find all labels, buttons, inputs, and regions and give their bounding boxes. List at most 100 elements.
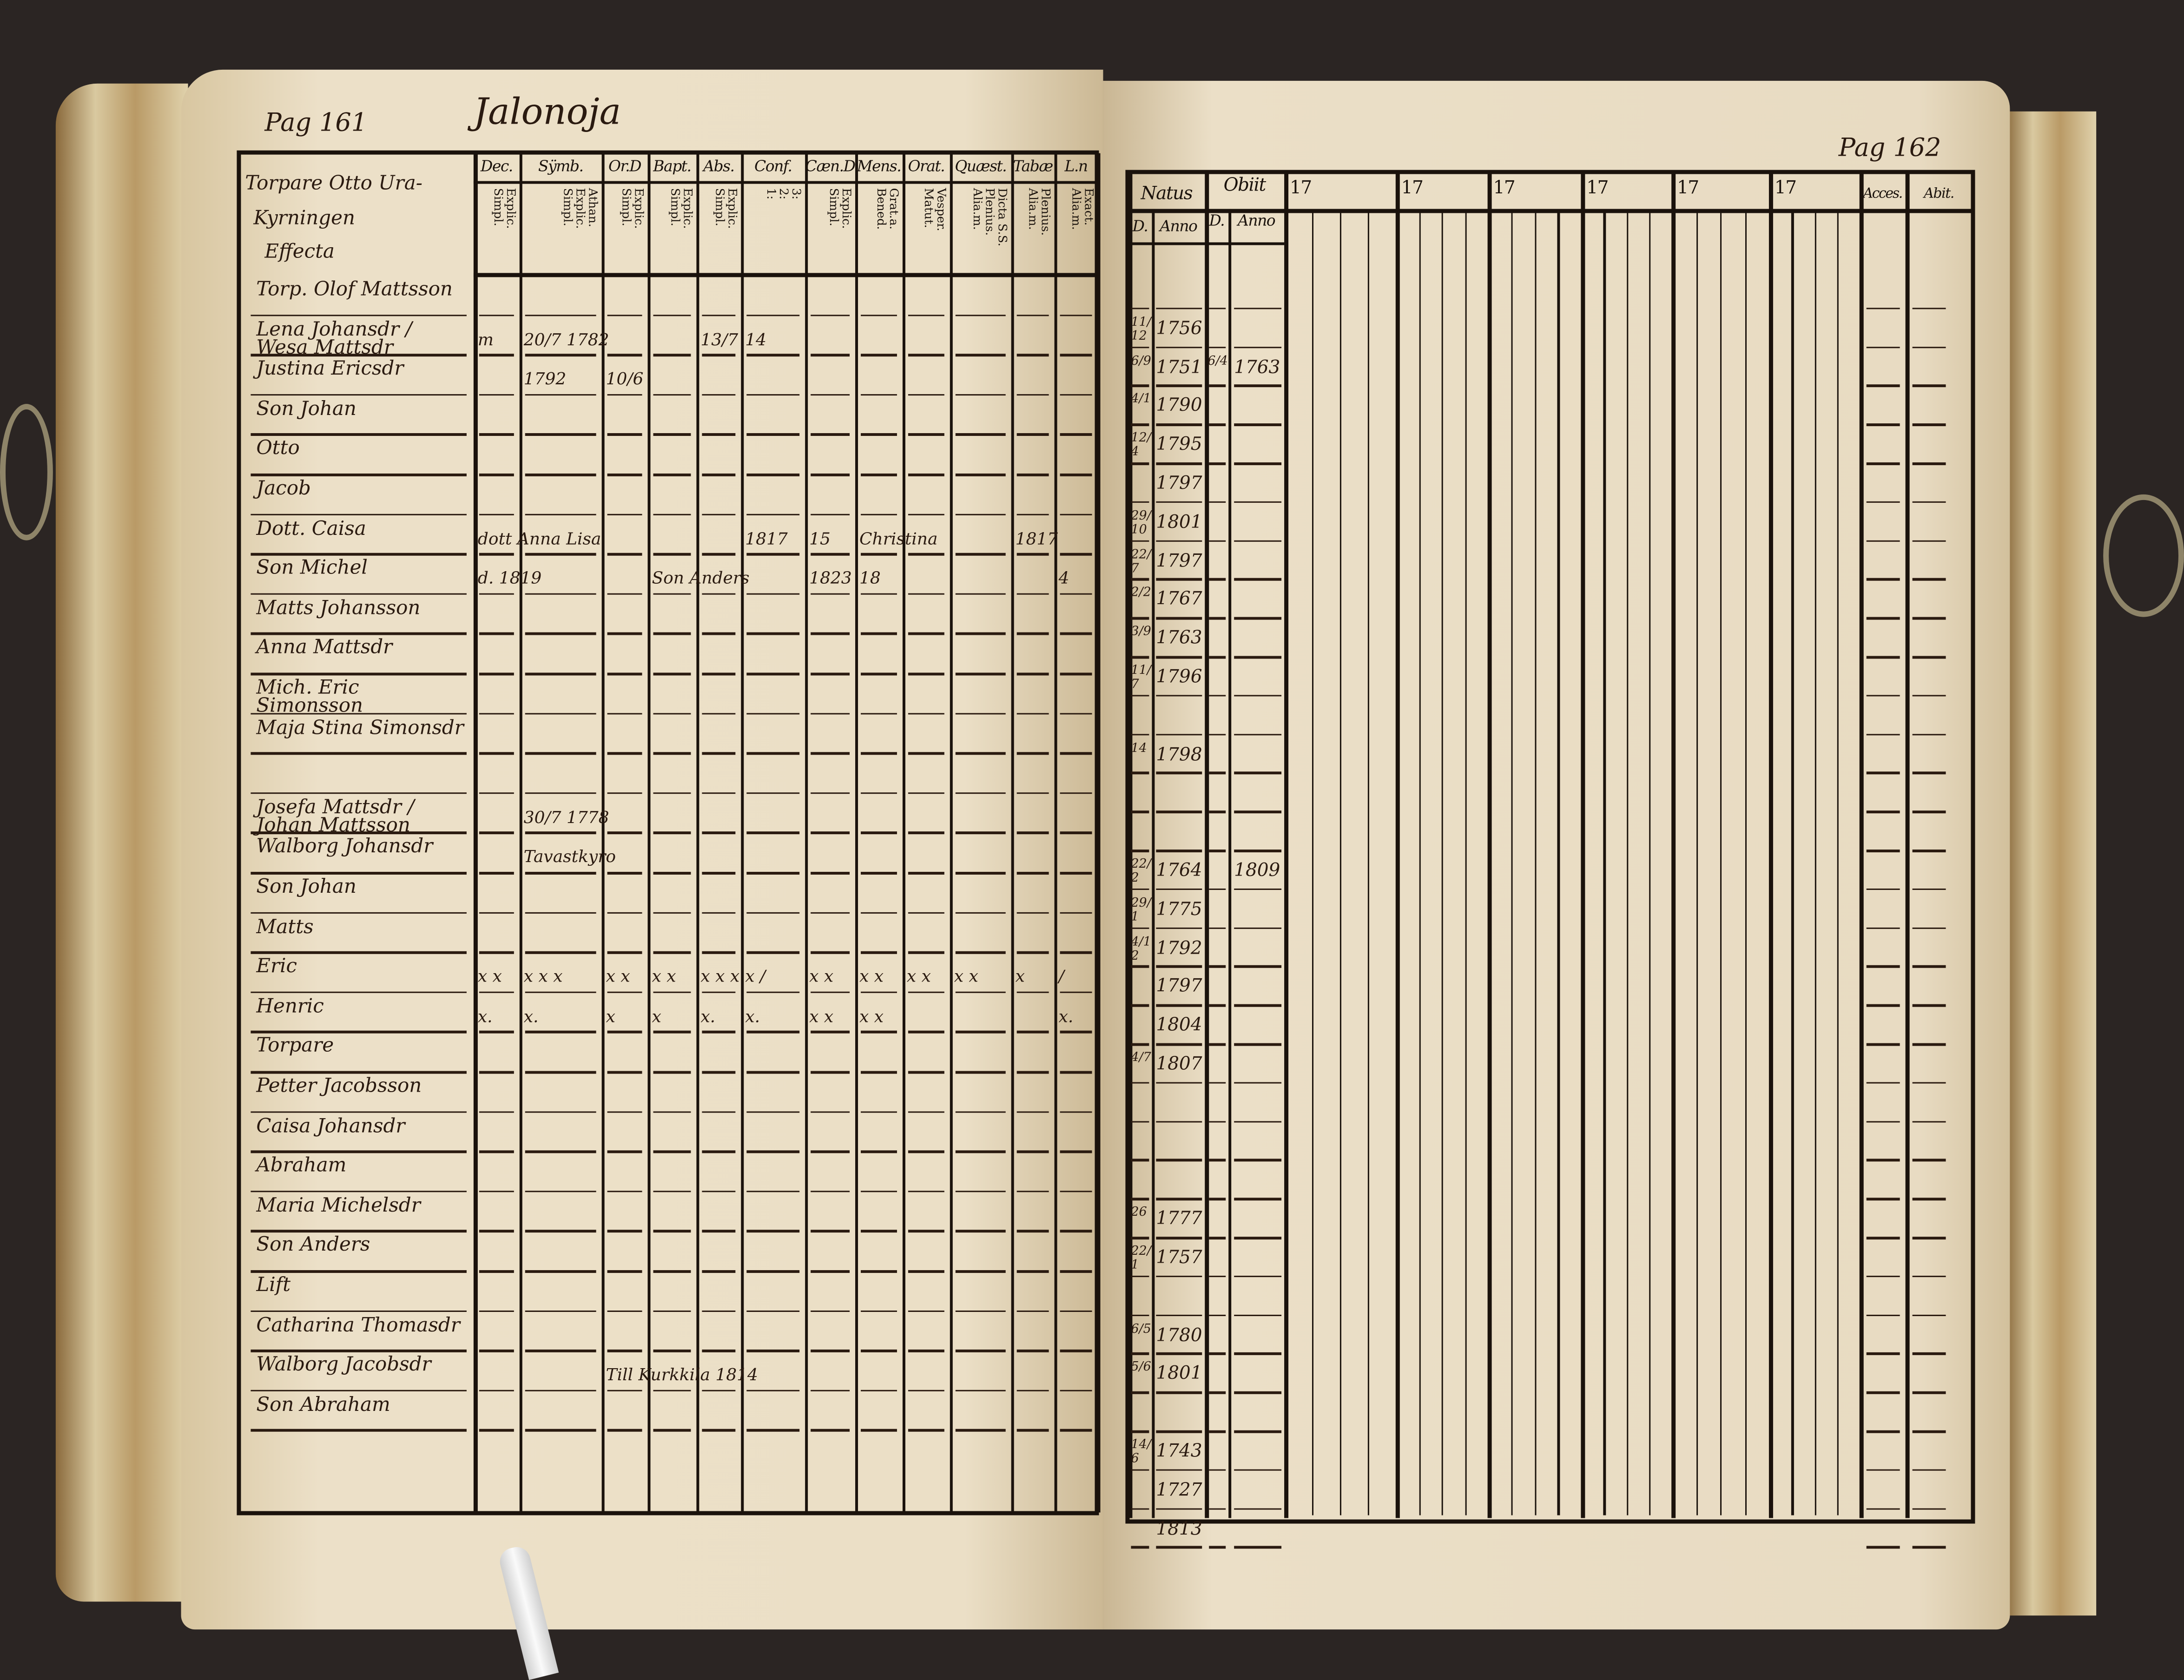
- cell-line: [1131, 1275, 1149, 1278]
- cell-line: [811, 1190, 850, 1193]
- register-name: Caisa Johansdr: [256, 1115, 405, 1138]
- cell-line: [1131, 733, 1149, 736]
- cell-line: [1156, 1081, 1202, 1084]
- cell-line: [653, 1190, 691, 1193]
- cell-line: [1016, 752, 1049, 755]
- cell-line: [1016, 1350, 1049, 1352]
- register-name: Lena Johansdr / Wesa Mattsdr: [256, 318, 412, 359]
- cell-line: [861, 1111, 897, 1113]
- cell-line: [1234, 540, 1282, 542]
- cell-line: [702, 1111, 736, 1113]
- cell-line: [1866, 385, 1900, 387]
- cell-line: [1234, 1004, 1282, 1007]
- cell-line: [1209, 1159, 1226, 1162]
- cell-line: [1234, 850, 1282, 852]
- cell-line: [955, 1071, 1006, 1074]
- cell-line: [908, 712, 944, 715]
- cell-line: [908, 1270, 944, 1272]
- cell-line: [1234, 462, 1282, 465]
- cell-line: [811, 991, 850, 994]
- cell-line: [1866, 888, 1900, 890]
- register-entry: x.: [1058, 1007, 1074, 1027]
- column-header: Mens.: [857, 157, 902, 176]
- cell-line: [1060, 1031, 1092, 1034]
- subheader-text: Explic.: [502, 188, 517, 229]
- register-entry: 1792: [523, 369, 567, 389]
- natus-year: 1775: [1156, 899, 1202, 921]
- cell-line: [525, 672, 596, 675]
- cell-line: [1060, 1190, 1092, 1193]
- cell-line: [955, 473, 1006, 476]
- cell-line: [1209, 423, 1226, 426]
- cell-line: [1912, 927, 1946, 929]
- cell-line: [1060, 951, 1092, 954]
- cell-line: [1209, 307, 1226, 310]
- year-subdivider: [1744, 211, 1747, 1515]
- cell-line: [1060, 632, 1092, 635]
- register-entry: x x: [954, 967, 978, 987]
- cell-line: [811, 1310, 850, 1312]
- cell-line: [1209, 1081, 1226, 1084]
- cell-line: [1234, 1081, 1282, 1084]
- cell-line: [1016, 513, 1049, 516]
- column-subheader: Grat.a. Bened.: [859, 188, 900, 269]
- year-subdivider: [1441, 211, 1444, 1515]
- subheader-text: Plenius.: [1037, 188, 1052, 236]
- cell-line: [746, 473, 800, 476]
- year-group-header: 17: [1401, 178, 1424, 199]
- cell-line: [861, 1429, 897, 1432]
- cell-line: [1060, 1111, 1092, 1113]
- subheader-text: Simpl.: [490, 188, 504, 226]
- column-header: Tabæ: [1013, 157, 1054, 176]
- cell-line: [1866, 1159, 1900, 1162]
- cell-line: [525, 632, 596, 635]
- year-subdivider: [1557, 211, 1560, 1515]
- cell-line: [1209, 810, 1226, 813]
- cell-line: [811, 1031, 850, 1034]
- register-entry: x x: [477, 967, 502, 987]
- cell-line: [1866, 1043, 1900, 1046]
- cell-line: [525, 832, 596, 834]
- cell-line: [653, 632, 691, 635]
- column-divider: [1011, 153, 1014, 1513]
- cell-line: [1234, 1469, 1282, 1471]
- register-name: Walborg Johansdr: [256, 836, 433, 859]
- cell-line: [1016, 712, 1049, 715]
- subheader-text: Simpl.: [618, 188, 633, 226]
- cell-line: [1060, 832, 1092, 834]
- cell-line: [653, 792, 691, 795]
- cell-line: [1131, 694, 1149, 697]
- cell-line: [746, 911, 800, 914]
- year-subdivider: [1649, 211, 1651, 1515]
- cell-line: [1131, 617, 1149, 619]
- cell-line: [702, 832, 736, 834]
- cell-line: [811, 434, 850, 436]
- subheader-text: Vesper.: [933, 188, 947, 231]
- subheader-text: Exact.: [1081, 188, 1095, 226]
- accessit-header: Acces.: [1863, 186, 1903, 202]
- cell-line: [1209, 346, 1226, 349]
- cell-line: [955, 871, 1006, 874]
- cell-line: [1016, 1270, 1049, 1272]
- cell-line: [955, 792, 1006, 795]
- cell-line: [607, 553, 642, 555]
- cell-line: [746, 832, 800, 834]
- register-entry: x.: [523, 1007, 539, 1027]
- cell-line: [1912, 965, 1946, 968]
- natus-year: 1796: [1156, 667, 1202, 688]
- cell-line: [702, 911, 736, 914]
- register-entry: 30/7 1778: [523, 807, 609, 827]
- cell-line: [525, 1390, 596, 1392]
- cell-line: [653, 752, 691, 755]
- left-page-number: Pag 161: [264, 108, 368, 138]
- cell-line: [607, 1031, 642, 1034]
- subheader-text: Alia.m.: [969, 188, 983, 230]
- cell-line: [525, 1190, 596, 1193]
- cell-line: [1912, 346, 1946, 349]
- column-divider: [902, 153, 905, 1513]
- natus-year: 1780: [1156, 1325, 1202, 1346]
- natus-year: 1792: [1156, 938, 1202, 959]
- cell-line: [908, 394, 944, 396]
- column-header: Quæst.: [955, 157, 1007, 176]
- natus-day: 14/6: [1131, 1438, 1151, 1467]
